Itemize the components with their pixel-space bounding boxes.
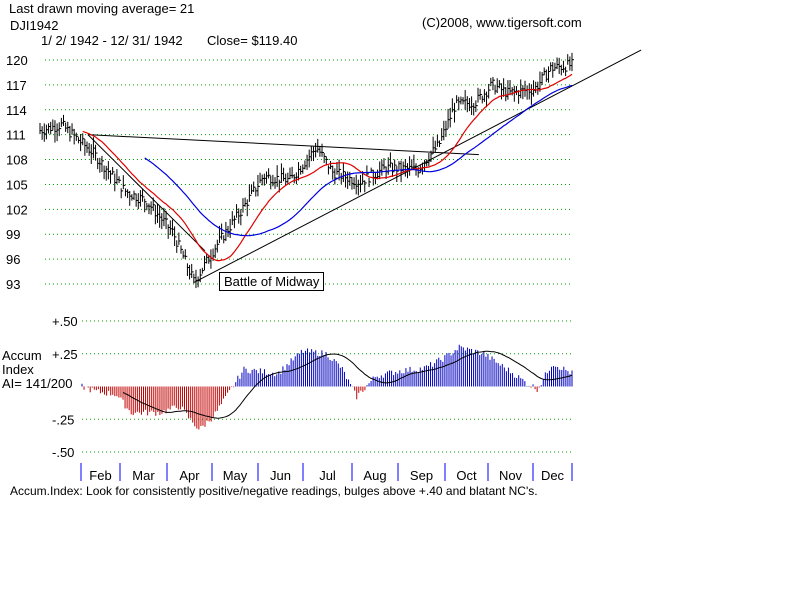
y-tick-105: 105 [6,177,28,192]
accum-gridlines [82,320,572,453]
accum-ma-line [122,350,573,419]
y-tick-96: 96 [6,252,20,267]
month-axis: Feb Mar Apr May Jun Jul Aug Sep Oct Nov Dec [80,463,573,483]
accum-tick-label: -.50 [52,445,74,460]
symbol-label: DJI1942 [10,18,59,33]
month-label-mar: Mar [132,468,155,483]
date-range-label: 1/ 2/ 1942 - 12/ 31/ 1942 [41,33,183,48]
month-label-sep: Sep [410,468,433,483]
price-axis-ticks: 120 117 114 111 108 105 102 99 96 93 [6,53,28,292]
price-bars [39,52,574,289]
accum-title-line1: Accum [2,348,42,363]
accum-title-line2: Index [2,362,34,377]
month-label-aug: Aug [363,468,386,483]
gridlines [45,59,572,285]
ma-50-line [144,84,573,237]
accum-footnote: Accum.Index: Look for consistently posit… [10,484,538,498]
moving-average-label: Last drawn moving average= 21 [9,1,195,16]
trendline-2 [87,134,206,252]
y-tick-111: 111 [6,128,26,143]
y-tick-114: 114 [6,103,27,118]
y-tick-120: 120 [6,53,28,68]
month-label-nov: Nov [499,468,523,483]
copyright-label: (C)2008, www.tigersoft.com [422,15,582,30]
month-label-apr: Apr [179,468,200,483]
month-label-oct: Oct [456,468,477,483]
battle-of-midway-annotation: Battle of Midway [219,272,325,291]
month-label-may: May [223,468,248,483]
accum-tick-label: -.25 [52,412,74,427]
accum-ai-label: AI= 141/200 [2,376,73,391]
accum-tick-label: +.50 [52,314,78,329]
month-label-dec: Dec [541,468,565,483]
y-tick-99: 99 [6,227,20,242]
accum-tick-label: +.25 [52,347,78,362]
month-label-jun: Jun [270,468,291,483]
month-label-feb: Feb [89,468,111,483]
moving-averages [82,73,573,262]
trendlines [87,49,642,283]
trendline-1 [87,134,479,156]
accum-axis-ticks: +.50 +.25 -.25 -.50 [52,314,78,460]
trendline-3 [194,49,642,283]
month-label-jul: Jul [319,468,336,483]
y-tick-117: 117 [6,78,27,93]
y-tick-102: 102 [6,202,28,217]
accum-histogram [81,344,573,430]
y-tick-108: 108 [6,153,28,168]
y-tick-93: 93 [6,277,20,292]
close-label: Close= $119.40 [207,33,298,48]
ma-21-line [82,73,573,262]
